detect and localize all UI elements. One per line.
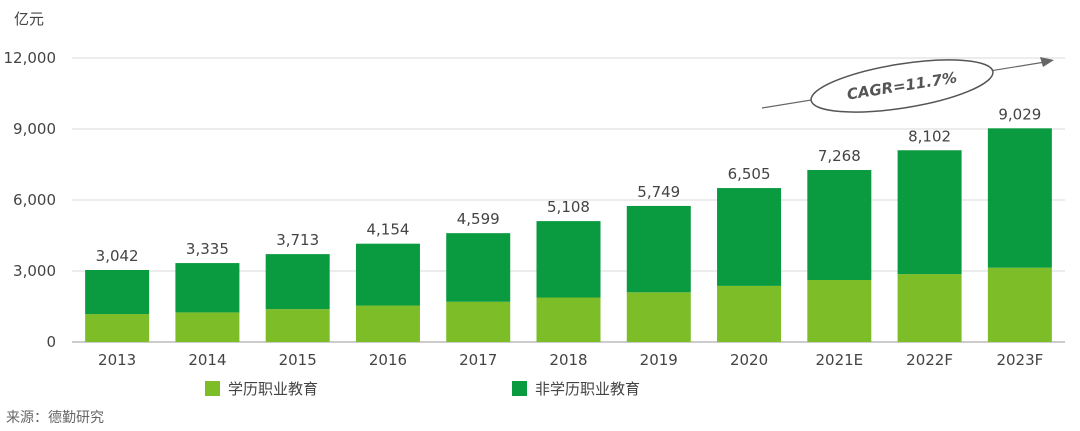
x-tick-label-2017: 2017 xyxy=(459,351,497,369)
total-label-2019: 5,749 xyxy=(637,183,680,201)
bar-academic-2018 xyxy=(536,297,601,342)
x-tick-label-2019: 2019 xyxy=(640,351,678,369)
cagr-ellipse xyxy=(810,59,994,113)
bar-non-academic-2021E xyxy=(807,169,872,280)
x-tick-label-2020: 2020 xyxy=(730,351,768,369)
x-tick-label-2021E: 2021E xyxy=(815,351,863,369)
bar-non-academic-2016 xyxy=(355,243,420,306)
y-tick-label: 12,000 xyxy=(4,49,57,67)
bar-academic-2019 xyxy=(626,292,691,342)
bar-academic-2021E xyxy=(807,279,872,342)
x-tick-label-2018: 2018 xyxy=(549,351,587,369)
bar-non-academic-2020 xyxy=(717,188,782,286)
bar-academic-2014 xyxy=(175,312,240,342)
total-label-2021E: 7,268 xyxy=(818,147,861,165)
cagr-arrowhead xyxy=(1040,57,1054,67)
x-tick-label-2014: 2014 xyxy=(188,351,226,369)
legend-item-2: 非学历职业教育 xyxy=(512,378,640,399)
source-note: 来源：德勤研究 xyxy=(6,410,104,426)
x-tick-label-2013: 2013 xyxy=(98,351,136,369)
x-tick-label-2016: 2016 xyxy=(369,351,407,369)
x-tick-label-2023F: 2023F xyxy=(996,351,1043,369)
y-tick-label: 9,000 xyxy=(13,120,56,138)
total-label-2020: 6,505 xyxy=(728,165,771,183)
total-label-2013: 3,042 xyxy=(96,247,139,265)
total-label-2015: 3,713 xyxy=(276,231,319,249)
bar-non-academic-2019 xyxy=(626,205,691,293)
total-label-2016: 4,154 xyxy=(366,221,409,239)
x-tick-label-2015: 2015 xyxy=(279,351,317,369)
bar-non-academic-2018 xyxy=(536,221,601,298)
y-axis-unit: 亿元 xyxy=(14,10,45,28)
bar-non-academic-2022F xyxy=(897,150,962,275)
total-label-2017: 4,599 xyxy=(457,210,500,228)
bar-academic-2015 xyxy=(265,309,330,342)
legend-label-2: 非学历职业教育 xyxy=(535,380,641,398)
bar-academic-2013 xyxy=(85,314,150,342)
x-tick-label-2022F: 2022F xyxy=(906,351,953,369)
total-label-2023F: 9,029 xyxy=(998,105,1041,123)
total-label-2014: 3,335 xyxy=(186,240,229,258)
bar-non-academic-2014 xyxy=(175,263,240,313)
legend-swatch-1 xyxy=(205,381,220,396)
total-label-2022F: 8,102 xyxy=(908,127,951,145)
bar-academic-2020 xyxy=(717,285,782,342)
bar-non-academic-2017 xyxy=(446,233,511,302)
bar-academic-2022F xyxy=(897,274,962,342)
legend-swatch-2 xyxy=(512,381,527,396)
legend-label-1: 学历职业教育 xyxy=(228,380,319,398)
bar-academic-2023F xyxy=(987,267,1052,342)
y-tick-label: 0 xyxy=(46,333,56,351)
total-label-2018: 5,108 xyxy=(547,198,590,216)
y-tick-label: 6,000 xyxy=(13,191,56,209)
y-tick-label: 3,000 xyxy=(13,262,56,280)
bar-academic-2017 xyxy=(446,301,511,342)
bar-non-academic-2023F xyxy=(987,128,1052,268)
bar-academic-2016 xyxy=(355,305,420,342)
bar-non-academic-2013 xyxy=(85,270,150,315)
legend-item-1: 学历职业教育 xyxy=(205,378,318,399)
bar-non-academic-2015 xyxy=(265,254,330,310)
